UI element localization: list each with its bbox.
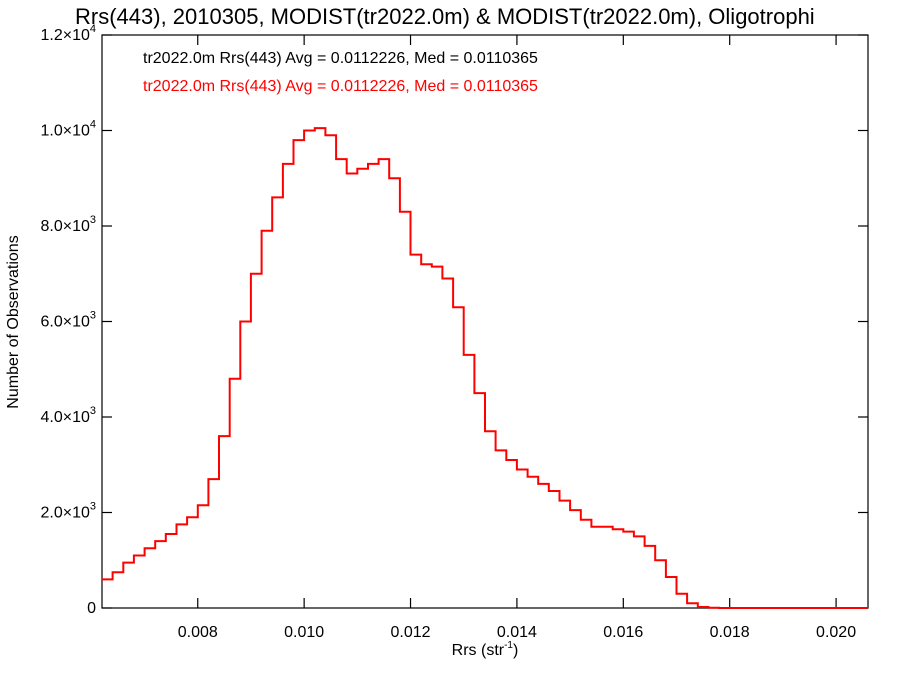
x-tick-label: 0.012 xyxy=(391,624,431,641)
histogram-series-line xyxy=(102,127,868,609)
y-tick-label: 0 xyxy=(87,600,96,617)
y-tick-label: 8.0×103 xyxy=(40,214,96,235)
x-tick-label: 0.010 xyxy=(284,624,324,641)
x-tick-label: 0.020 xyxy=(816,624,856,641)
x-tick-label: 0.018 xyxy=(710,624,750,641)
y-tick-label: 6.0×103 xyxy=(40,310,96,331)
y-tick-label: 1.0×104 xyxy=(40,119,96,140)
x-axis-label-superscript: -1 xyxy=(504,640,513,651)
x-tick-label: 0.016 xyxy=(603,624,643,641)
chart-title: Rrs(443), 2010305, MODIST(tr2022.0m) & M… xyxy=(75,4,815,29)
y-tick-label: 2.0×103 xyxy=(40,501,96,522)
y-tick-label: 1.2×104 xyxy=(40,23,96,44)
axis-ticks xyxy=(102,34,868,609)
annotation-black: tr2022.0m Rrs(443) Avg = 0.0112226, Med … xyxy=(143,50,538,67)
plot-frame xyxy=(101,34,869,609)
x-tick-labels: 0.008 0.010 0.012 0.014 0.016 0.018 0.020 xyxy=(178,624,856,641)
y-axis-label: Number of Observations xyxy=(5,235,22,408)
y-tick-labels: 0 2.0×103 4.0×103 6.0×103 8.0×103 1.0×104 1.2×… xyxy=(40,23,96,617)
annotation-red: tr2022.0m Rrs(443) Avg = 0.0112226, Med … xyxy=(143,78,538,95)
x-tick-label: 0.014 xyxy=(497,624,537,641)
y-tick-label: 4.0×103 xyxy=(40,405,96,426)
x-axis-label: Rrs (str-1) xyxy=(452,640,519,659)
x-tick-label: 0.008 xyxy=(178,624,218,641)
